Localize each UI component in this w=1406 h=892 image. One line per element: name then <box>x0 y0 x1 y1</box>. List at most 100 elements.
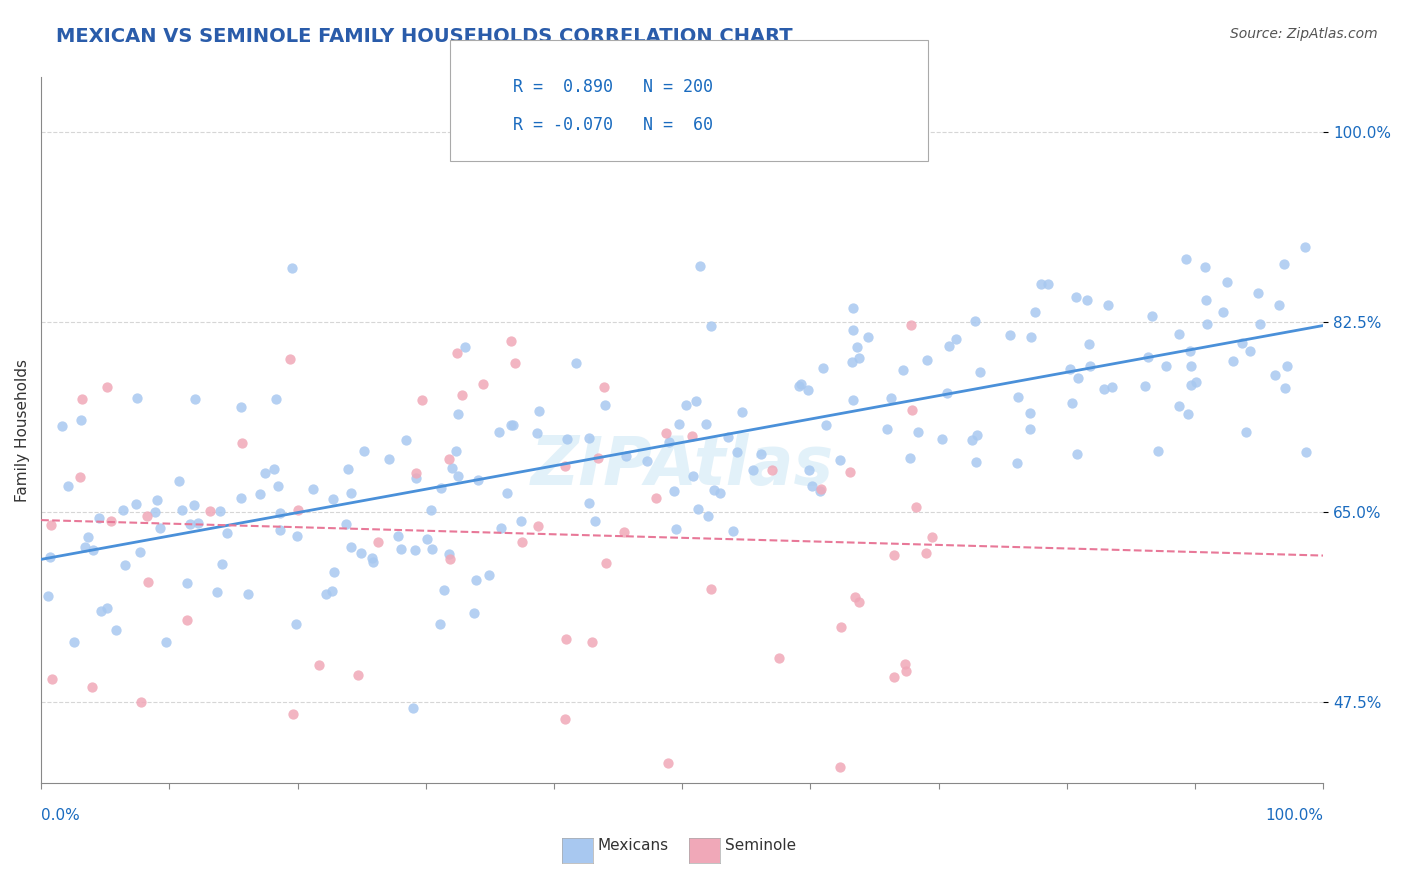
Point <box>340 540 363 554</box>
Point <box>281 261 304 276</box>
Point <box>697 509 720 524</box>
Point <box>1005 456 1028 470</box>
Point <box>1234 425 1257 439</box>
Point <box>488 425 510 439</box>
Point <box>184 392 207 406</box>
Point <box>787 379 810 393</box>
Point <box>321 584 343 599</box>
Point <box>136 574 159 589</box>
Point <box>841 355 863 369</box>
Point <box>742 463 765 477</box>
Point <box>891 363 914 377</box>
Point <box>965 455 987 469</box>
Point <box>876 422 898 436</box>
Point <box>1272 257 1295 271</box>
Point <box>686 502 709 516</box>
Point <box>898 450 921 465</box>
Point <box>69 470 91 484</box>
Point <box>904 500 927 515</box>
Point <box>378 452 401 467</box>
Point <box>249 487 271 501</box>
Point <box>1249 317 1271 331</box>
Point <box>915 546 938 560</box>
Point <box>215 526 238 541</box>
Point <box>966 428 988 442</box>
Point <box>437 452 460 467</box>
Text: 100.0%: 100.0% <box>1265 808 1323 823</box>
Point <box>253 466 276 480</box>
Point <box>82 543 104 558</box>
Point <box>499 334 522 348</box>
Point <box>1136 350 1159 364</box>
Point <box>420 502 443 516</box>
Text: R =  0.890   N = 200: R = 0.890 N = 200 <box>513 78 713 96</box>
Point <box>464 573 486 587</box>
Point <box>489 521 512 535</box>
Point <box>1184 375 1206 389</box>
Point <box>613 524 636 539</box>
Point <box>945 332 967 346</box>
Point <box>768 651 790 665</box>
Point <box>350 546 373 560</box>
Point <box>1018 406 1040 420</box>
Point <box>478 567 501 582</box>
Point <box>315 587 337 601</box>
Point <box>1215 275 1237 289</box>
Point <box>278 352 301 367</box>
Point <box>463 606 485 620</box>
Point <box>183 498 205 512</box>
Y-axis label: Family Households: Family Households <box>15 359 30 502</box>
Point <box>811 360 834 375</box>
Point <box>1066 447 1088 461</box>
Point <box>450 388 472 402</box>
Point <box>846 340 869 354</box>
Point <box>668 417 690 431</box>
Point <box>614 450 637 464</box>
Point <box>231 401 253 415</box>
Point <box>1066 371 1088 385</box>
Point <box>128 545 150 559</box>
Point <box>176 613 198 627</box>
Point <box>1294 240 1316 254</box>
Point <box>1195 317 1218 331</box>
Point <box>1275 359 1298 373</box>
Point <box>285 529 308 543</box>
Point <box>405 471 427 485</box>
Point <box>269 523 291 537</box>
Point <box>172 503 194 517</box>
Point <box>510 535 533 549</box>
Point <box>915 353 938 368</box>
Point <box>1101 380 1123 394</box>
Point <box>1036 277 1059 291</box>
Point <box>90 604 112 618</box>
Point <box>555 432 578 446</box>
Point <box>800 479 823 493</box>
Point <box>725 445 748 459</box>
Point <box>433 583 456 598</box>
Point <box>1007 391 1029 405</box>
Point <box>595 556 617 570</box>
Text: 0.0%: 0.0% <box>41 808 80 823</box>
Point <box>682 469 704 483</box>
Point <box>467 473 489 487</box>
Point <box>565 356 588 370</box>
Point <box>208 503 231 517</box>
Point <box>447 408 470 422</box>
Point <box>583 514 606 528</box>
Point <box>39 517 62 532</box>
Point <box>717 430 740 444</box>
Point <box>1230 336 1253 351</box>
Point <box>998 328 1021 343</box>
Point <box>77 530 100 544</box>
Point <box>1295 445 1317 459</box>
Point <box>198 504 221 518</box>
Point <box>135 508 157 523</box>
Point <box>39 550 62 565</box>
Text: Mexicans: Mexicans <box>598 838 669 853</box>
Point <box>1019 421 1042 435</box>
Point <box>496 486 519 500</box>
Text: R = -0.070   N =  60: R = -0.070 N = 60 <box>513 116 713 134</box>
Point <box>554 632 576 646</box>
Point <box>893 657 915 672</box>
Point <box>703 483 725 497</box>
